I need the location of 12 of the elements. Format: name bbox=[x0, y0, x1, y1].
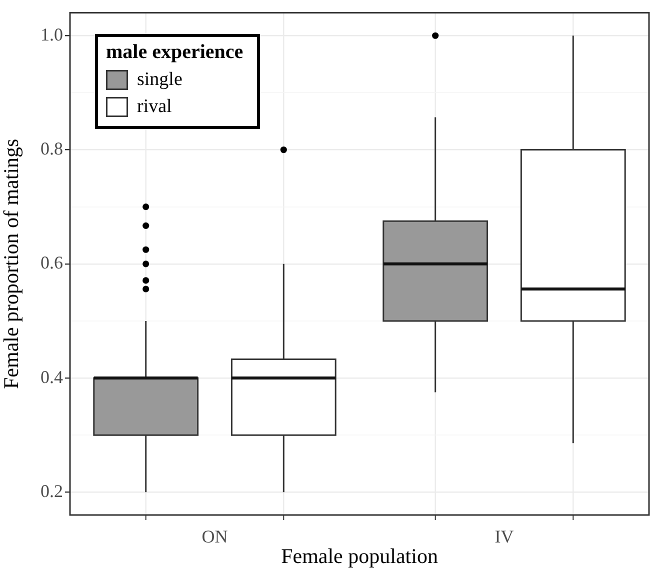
y-axis-title: Female proportion of matings bbox=[0, 138, 24, 390]
legend-label: rival bbox=[137, 96, 172, 118]
y-tick-label: 0.2 bbox=[40, 480, 63, 501]
y-tick-label: 0.6 bbox=[40, 252, 63, 273]
y-tick-label: 1.0 bbox=[40, 24, 63, 44]
y-tick-label: 0.8 bbox=[40, 138, 63, 158]
legend-label: single bbox=[137, 68, 182, 90]
legend-title: male experience bbox=[106, 41, 244, 64]
x-tick-label: IV bbox=[494, 526, 514, 547]
x-axis-title: Female population bbox=[281, 544, 438, 568]
y-tick-label: 0.4 bbox=[40, 366, 63, 387]
x-tick-label: ON bbox=[202, 526, 228, 547]
